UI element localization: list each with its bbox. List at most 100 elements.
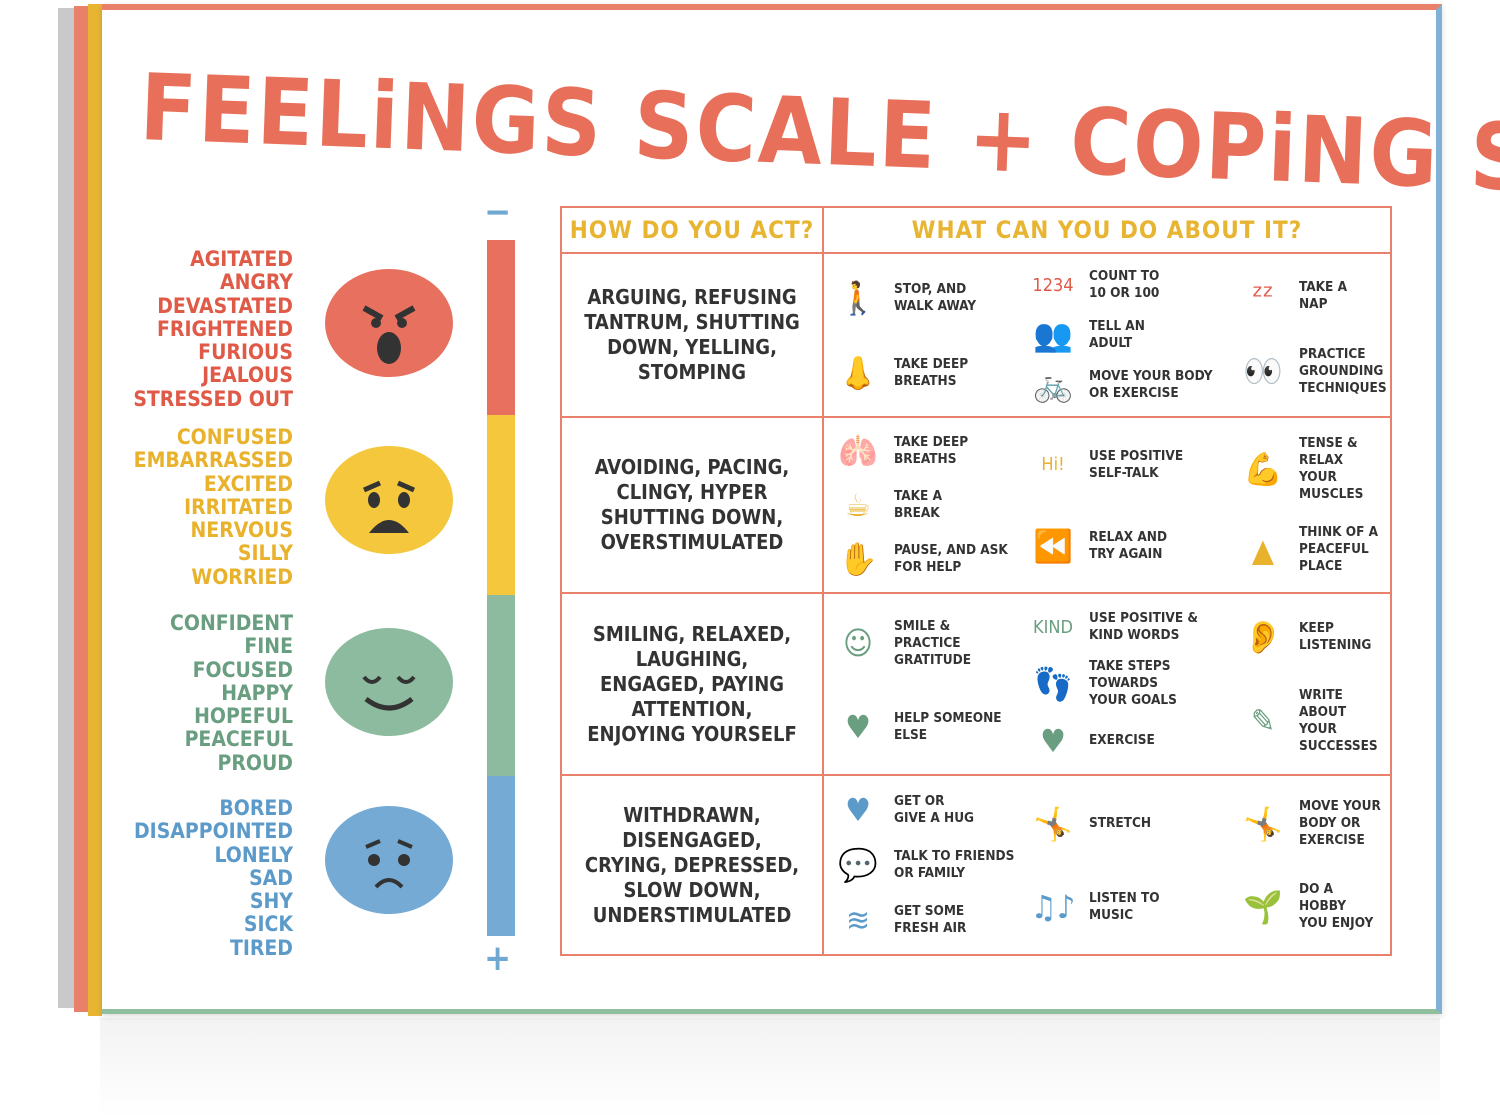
reflection bbox=[100, 1018, 1440, 1118]
coping-column: ᶻᶻ TAKE A NAP 👀 PRACTICE GROUNDING TECHNIQU… bbox=[1237, 260, 1387, 410]
numbers-icon: 1234 bbox=[1032, 274, 1074, 296]
coping-skill-label: SMILE & PRACTICE GRATITUDE bbox=[894, 617, 972, 668]
coping-skill-label: TAKE A NAP bbox=[1299, 279, 1347, 313]
table-row: SMILING, RELAXED, LAUGHING, ENGAGED, PAY… bbox=[562, 594, 1390, 776]
coping-skills-cell: ☺ SMILE & PRACTICE GRATITUDE ♥ HELP SOMEONE… bbox=[824, 594, 1390, 774]
coping-skill-item: Hi! USE POSITIVE SELF-TALK bbox=[1027, 442, 1237, 488]
coping-skill-item: 🤸 MOVE YOUR BODY OR EXERCISE bbox=[1237, 798, 1382, 849]
lungs-icon: 🫁 bbox=[838, 432, 878, 470]
canvas-edge-red bbox=[74, 6, 88, 1012]
coping-skill-label: TAKE DEEP BREATHS bbox=[894, 434, 969, 467]
muscle-icon: 💪 bbox=[1243, 449, 1283, 488]
calm-face-icon bbox=[324, 627, 454, 737]
worried-face-icon bbox=[324, 445, 454, 555]
coping-skill-item: ♥ GET OR GIVE A HUG bbox=[832, 787, 1027, 833]
plus-sign: + bbox=[484, 938, 512, 979]
coping-skill-label: GET SOME FRESH AIR bbox=[894, 903, 967, 937]
legs-icon: 🚶 bbox=[838, 278, 878, 317]
coping-column: 🤸 MOVE YOUR BODY OR EXERCISE 🌱 DO A HOBBY Y… bbox=[1237, 782, 1382, 948]
feelings-list-2: CONFUSED EMBARRASSED EXCITED IRRITATED N… bbox=[133, 425, 293, 589]
coping-skill-label: THINK OF A PEACEFUL PLACE bbox=[1299, 524, 1379, 575]
coping-skill-item: ♥ HELP SOMEONE ELSE bbox=[832, 704, 1027, 750]
smiley-icon: ☺ bbox=[842, 624, 873, 663]
canvas-edge-gray bbox=[58, 8, 74, 1008]
be-kind-icon: KIND bbox=[1033, 616, 1073, 638]
talking-people-icon: 👥 bbox=[1033, 316, 1073, 354]
pencil-icon: ✎ bbox=[1250, 701, 1276, 740]
coping-skill-item: 🚶 STOP, AND WALK AWAY bbox=[832, 275, 1027, 321]
coping-column: 👂 KEEP LISTENING ✎ WRITE ABOUT YOUR SUCCESS… bbox=[1237, 600, 1382, 768]
poster-title: FEELiNGS SCALE + COPiNG SKiLLS bbox=[138, 54, 1500, 222]
hi-icon: Hi! bbox=[1041, 454, 1065, 475]
bicycle-icon: 🚲 bbox=[1033, 366, 1073, 404]
coping-skill-label: WRITE ABOUT YOUR SUCCESSES bbox=[1299, 686, 1378, 754]
coping-skill-label: TALK TO FRIENDS OR FAMILY bbox=[894, 847, 1015, 881]
coping-skill-label: TELL AN ADULT bbox=[1089, 318, 1145, 351]
coping-skill-item: ♫♪ LISTEN TO MUSIC bbox=[1027, 884, 1237, 930]
coping-skill-label: COUNT TO 10 OR 100 bbox=[1089, 268, 1160, 301]
coping-skill-label: KEEP LISTENING bbox=[1299, 619, 1372, 653]
coping-skill-item: 👀 PRACTICE GROUNDING TECHNIQUES bbox=[1237, 346, 1387, 397]
coping-skill-label: USE POSITIVE & KIND WORDS bbox=[1089, 610, 1198, 644]
heart-hands-icon: ♥ bbox=[845, 708, 871, 747]
table-row: WITHDRAWN, DISENGAGED, CRYING, DEPRESSED… bbox=[562, 776, 1390, 954]
coping-skill-item: 🚲 MOVE YOUR BODY OR EXERCISE bbox=[1027, 362, 1237, 408]
coping-column: ♥ GET OR GIVE A HUG 💬 TALK TO FRIENDS OR FA… bbox=[832, 782, 1027, 948]
scale-segment-2 bbox=[487, 415, 515, 595]
senses-icon: 👀 bbox=[1243, 352, 1283, 391]
coping-skill-label: DO A HOBBY YOU ENJOY bbox=[1299, 881, 1374, 931]
coping-skill-label: MOVE YOUR BODY OR EXERCISE bbox=[1299, 798, 1381, 848]
coping-skill-item: 1234 COUNT TO 10 OR 100 bbox=[1027, 262, 1237, 308]
coping-skills-cell: ♥ GET OR GIVE A HUG 💬 TALK TO FRIENDS OR FA… bbox=[824, 776, 1390, 954]
scale-segment-4 bbox=[487, 776, 515, 936]
coping-skill-item: 👃 TAKE DEEP BREATHS bbox=[832, 350, 1027, 396]
coping-table: HOW DO YOU ACT? WHAT CAN YOU DO ABOUT IT… bbox=[560, 206, 1392, 956]
coping-skill-label: TAKE A BREAK bbox=[894, 488, 942, 521]
coping-skill-item: ✎ WRITE ABOUT YOUR SUCCESSES bbox=[1237, 687, 1382, 755]
coping-skill-label: TENSE & RELAX YOUR MUSCLES bbox=[1299, 434, 1364, 502]
coping-skills-cell: 🚶 STOP, AND WALK AWAY 👃 TAKE DEEP BREATHS 12… bbox=[824, 254, 1390, 416]
column-divider bbox=[822, 208, 824, 954]
mug-icon: ☕ bbox=[845, 486, 871, 524]
coping-skill-item: KIND USE POSITIVE & KIND WORDS bbox=[1027, 604, 1237, 650]
poster: FEELiNGS SCALE + COPiNG SKiLLS AGITATED … bbox=[102, 4, 1500, 1014]
coping-column: ☺ SMILE & PRACTICE GRATITUDE ♥ HELP SOMEONE… bbox=[832, 600, 1027, 768]
coping-column: KIND USE POSITIVE & KIND WORDS 👣 TAKE STEPS… bbox=[1027, 600, 1237, 768]
coping-skill-label: USE POSITIVE SELF-TALK bbox=[1089, 447, 1184, 481]
coping-skill-item: 🌱 DO A HOBBY YOU ENJOY bbox=[1237, 881, 1382, 932]
hugging-heart-icon: ♥ bbox=[845, 790, 871, 829]
table-row: ARGUING, REFUSING TANTRUM, SHUTTING DOWN… bbox=[562, 254, 1390, 418]
coping-skill-label: GET OR GIVE A HUG bbox=[894, 792, 975, 826]
coping-skill-label: LISTEN TO MUSIC bbox=[1089, 889, 1160, 923]
coping-skill-item: ☕ TAKE A BREAK bbox=[832, 482, 1027, 528]
coping-column: 🤸 STRETCH ♫♪ LISTEN TO MUSIC bbox=[1027, 782, 1237, 948]
coping-skill-item: 💬 TALK TO FRIENDS OR FAMILY bbox=[832, 842, 1027, 888]
behavior-text: SMILING, RELAXED, LAUGHING, ENGAGED, PAY… bbox=[587, 621, 797, 746]
table-row: AVOIDING, PACING, CLINGY, HYPER SHUTTING… bbox=[562, 418, 1390, 594]
coping-column: 🚶 STOP, AND WALK AWAY 👃 TAKE DEEP BREATHS bbox=[832, 260, 1027, 410]
footprints-icon: 👣 bbox=[1033, 664, 1073, 703]
coping-skill-label: MOVE YOUR BODY OR EXERCISE bbox=[1089, 368, 1213, 401]
coping-column: 💪 TENSE & RELAX YOUR MUSCLES ▲ THINK OF A P… bbox=[1237, 424, 1382, 586]
coping-skill-item: 👥 TELL AN ADULT bbox=[1027, 312, 1237, 358]
minus-sign: − bbox=[484, 192, 512, 233]
coping-skill-label: HELP SOMEONE ELSE bbox=[894, 710, 1002, 744]
sleeping-face-icon: ᶻᶻ bbox=[1252, 277, 1274, 316]
scale-segment-1 bbox=[487, 240, 515, 415]
coping-skill-item: 🤸 STRETCH bbox=[1027, 801, 1237, 847]
gardening-kids-icon: 🌱 bbox=[1243, 887, 1283, 926]
listening-girl-icon: 👂 bbox=[1243, 617, 1283, 656]
coping-skill-item: 🫁 TAKE DEEP BREATHS bbox=[832, 428, 1027, 474]
coping-skill-item: 👂 KEEP LISTENING bbox=[1237, 614, 1382, 660]
stretching-person-icon: 🤸 bbox=[1033, 804, 1073, 843]
behavior-text: AVOIDING, PACING, CLINGY, HYPER SHUTTING… bbox=[594, 455, 790, 554]
coping-column: Hi! USE POSITIVE SELF-TALK ⏪ RELAX AND TRY … bbox=[1027, 424, 1237, 586]
coping-column: 1234 COUNT TO 10 OR 100 👥 TELL AN ADULT 🚲 MOV… bbox=[1027, 260, 1237, 410]
feelings-list-4: BORED DISAPPOINTED LONELY SAD SHY SICK T… bbox=[133, 796, 293, 960]
coping-skill-item: ⏪ RELAX AND TRY AGAIN bbox=[1027, 523, 1237, 569]
coping-column: 🫁 TAKE DEEP BREATHS ☕ TAKE A BREAK ✋ PAUSE, A… bbox=[832, 424, 1027, 586]
coping-skill-label: PRACTICE GROUNDING TECHNIQUES bbox=[1299, 345, 1387, 396]
coping-skill-label: EXERCISE bbox=[1089, 732, 1155, 749]
coping-skill-item: ▲ THINK OF A PEACEFUL PLACE bbox=[1237, 524, 1382, 575]
header-what-can-you-do: WHAT CAN YOU DO ABOUT IT? bbox=[824, 208, 1390, 254]
